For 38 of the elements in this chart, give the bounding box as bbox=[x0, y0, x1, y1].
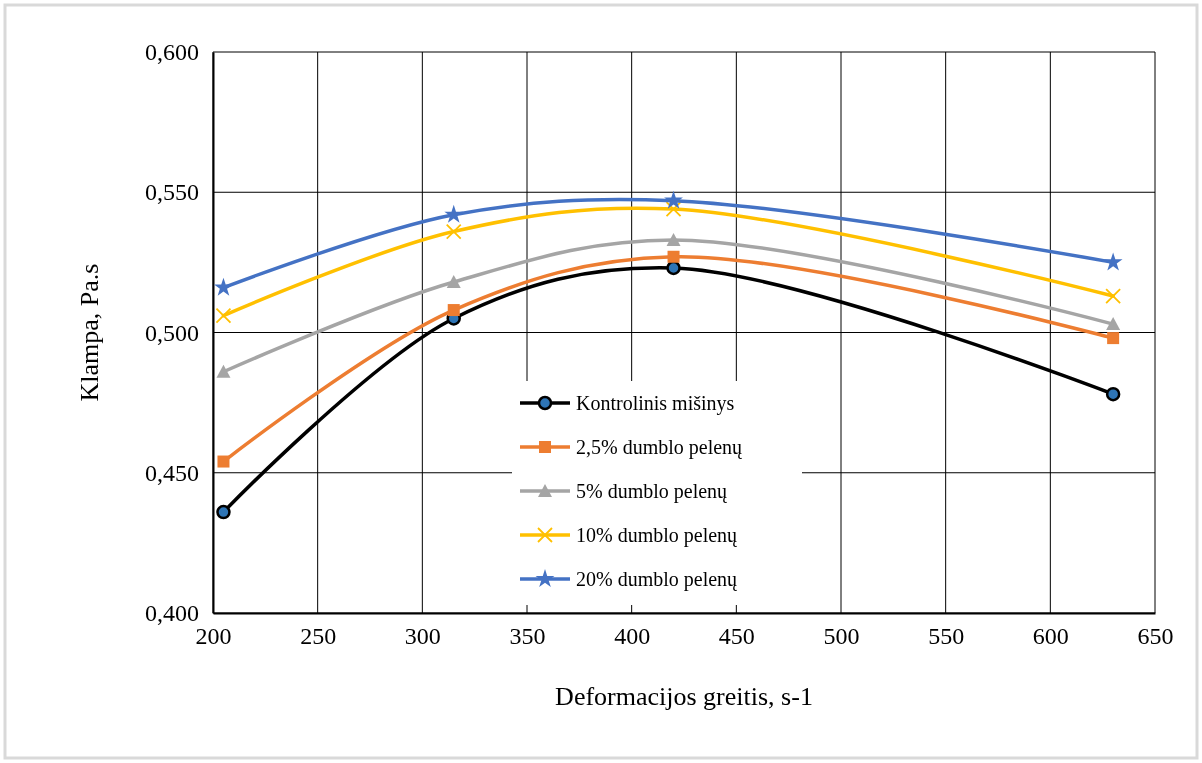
point bbox=[215, 307, 232, 324]
point bbox=[664, 190, 683, 209]
point bbox=[666, 232, 681, 246]
x-tick-label: 450 bbox=[718, 623, 755, 650]
point bbox=[667, 250, 680, 263]
x-tick-label: 300 bbox=[404, 623, 441, 650]
point bbox=[216, 364, 231, 378]
legend-label: Kontrolinis mišinys bbox=[576, 392, 735, 415]
x-tick-label: 650 bbox=[1137, 623, 1174, 650]
point bbox=[666, 260, 681, 276]
point bbox=[1106, 317, 1121, 331]
y-tick-label: 0,450 bbox=[145, 459, 199, 486]
point bbox=[445, 223, 462, 240]
point bbox=[444, 204, 464, 223]
x-tick-label: 400 bbox=[614, 623, 651, 650]
point bbox=[1105, 288, 1122, 304]
x-axis-title: Deformacijos greitis, s-1 bbox=[555, 682, 813, 711]
point bbox=[1107, 332, 1120, 345]
point bbox=[216, 504, 231, 520]
point bbox=[1103, 252, 1123, 271]
x-tick-label: 500 bbox=[823, 623, 860, 650]
y-tick-label: 0,600 bbox=[145, 39, 199, 66]
legend-label: 2,5% dumblo pelenų bbox=[576, 436, 744, 459]
legend-label: 10% dumblo pelenų bbox=[576, 524, 739, 547]
x-tick-label: 250 bbox=[300, 623, 337, 650]
y-axis-title: Klampa, Pa.s bbox=[75, 263, 104, 402]
point bbox=[446, 275, 461, 289]
x-tick-label: 550 bbox=[928, 623, 965, 650]
x-tick-label: 350 bbox=[509, 623, 546, 650]
point bbox=[1105, 386, 1121, 402]
x-tick-label: 600 bbox=[1032, 623, 1069, 650]
point bbox=[217, 455, 230, 468]
y-tick-label: 0,500 bbox=[145, 319, 199, 346]
point bbox=[447, 304, 460, 317]
legend-label: 5% dumblo pelenų bbox=[576, 480, 729, 503]
point bbox=[665, 201, 682, 217]
y-tick-label: 0,550 bbox=[145, 179, 199, 206]
legend-label: 20% dumblo pelenų bbox=[576, 568, 739, 591]
